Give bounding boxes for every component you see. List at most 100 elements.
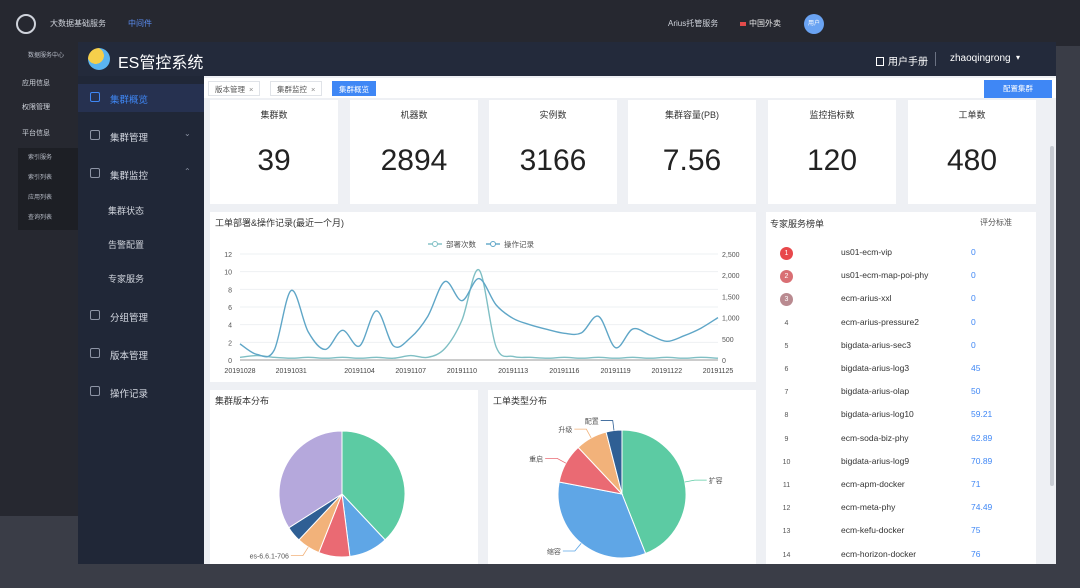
rank-row[interactable]: 12 ecm-meta-phy 74.49	[766, 499, 1036, 519]
user-manual-link[interactable]: 用户手册	[876, 53, 928, 68]
outer-side-sub[interactable]: 查询列表	[28, 215, 53, 221]
rank-row[interactable]: 5 bigdata-arius-sec3 0	[766, 337, 1036, 357]
pie-label-line	[545, 457, 567, 464]
y-right-tick-label: 1,000	[722, 316, 740, 323]
close-icon[interactable]: ×	[249, 85, 254, 94]
medal-icon: 2	[780, 270, 793, 284]
sidebar-item-records[interactable]: 操作记录	[78, 378, 204, 406]
x-tick-label: 20191028	[224, 368, 255, 375]
sidebar-subitem-expert[interactable]: 专家服务	[108, 274, 145, 284]
stat-value: 2894	[380, 144, 448, 177]
app-header: ES管控系统 用户手册 zhaoqingrong ▾	[78, 42, 1056, 76]
x-tick-label: 20191104	[344, 368, 375, 375]
order-type-pie-panel: 工单类型分布 扩容 缩容 重启 升级 配置	[488, 390, 756, 564]
score-standard-link[interactable]: 评分标准	[980, 218, 1012, 227]
sidebar-item-version[interactable]: 版本管理	[78, 340, 204, 368]
rank-cluster-name: ecm-apm-docker	[841, 479, 905, 489]
rank-cluster-name: ecm-soda-biz-phy	[841, 432, 909, 443]
outer-side-item[interactable]: 权限管理	[22, 104, 50, 111]
rank-row[interactable]: 2 us01-ecm-map-poi-phy 0	[766, 267, 1036, 287]
tab-version[interactable]: 版本管理 ×	[208, 81, 261, 96]
outer-app-title[interactable]: 大数据基础服务	[50, 19, 106, 28]
rank-number: 13	[782, 528, 791, 536]
rank-number: 8	[784, 412, 789, 420]
rank-row[interactable]: 14 ecm-horizon-docker 76	[766, 546, 1036, 566]
tab-label: 版本管理	[215, 85, 245, 94]
rank-score: 0	[971, 270, 976, 281]
stat-card-metrics: 监控指标数 120	[768, 100, 896, 204]
outer-logo-icon	[16, 14, 36, 34]
header-divider	[935, 52, 936, 66]
sidebar-item-group[interactable]: 分组管理	[78, 302, 204, 330]
rank-cluster-name: ecm-meta-phy	[841, 502, 896, 513]
tab-label: 集群概览	[339, 85, 369, 94]
pie-label-line	[562, 543, 582, 552]
version-pie-chart: es-6.6.1-706	[250, 430, 406, 561]
x-tick-label: 20191113	[498, 368, 528, 375]
sidebar-item-cluster-manage[interactable]: 集群管理 ⌄	[78, 122, 204, 150]
medal-icon: 3	[780, 293, 793, 307]
pie-label: es-6.6.1-706	[250, 554, 289, 561]
configure-cluster-button[interactable]: 配置集群	[984, 80, 1052, 98]
rank-score: 76	[971, 548, 981, 559]
rank-row[interactable]: 13 ecm-kefu-docker 75	[766, 522, 1036, 542]
rank-score: 0	[971, 293, 976, 304]
pie-slice	[341, 430, 406, 541]
line-chart-title: 工单部署&操作记录(最近一个月)	[215, 218, 344, 228]
rank-cluster-name: bigdata-arius-log9	[841, 455, 910, 466]
outer-tab[interactable]: 中间件	[128, 19, 152, 28]
rank-row[interactable]: 11 ecm-apm-docker 71	[766, 476, 1036, 496]
rank-row[interactable]: 7 bigdata-arius-olap 50	[766, 383, 1036, 403]
rank-number: 7	[784, 389, 789, 397]
rank-score: 45	[971, 363, 981, 373]
tab-label: 集群监控	[277, 85, 307, 94]
rank-number: 9	[784, 435, 789, 443]
rank-row[interactable]: 1 us01-ecm-vip 0	[766, 244, 1036, 264]
outer-side-sub[interactable]: 索引列表	[28, 175, 53, 181]
stat-label: 实例数	[539, 110, 567, 120]
y-right-tick-label: 500	[722, 337, 734, 344]
rank-row[interactable]: 10 bigdata-arius-log9 70.89	[766, 453, 1036, 473]
y-left-tick-label: 8	[228, 287, 232, 294]
rank-score: 50	[971, 386, 981, 397]
pie-label: 缩容	[547, 547, 561, 556]
rank-row[interactable]: 4 ecm-arius-pressure2 0	[766, 314, 1036, 334]
outer-side-sub[interactable]: 索引服务	[28, 155, 53, 161]
username[interactable]: zhaoqingrong	[950, 53, 1011, 64]
stat-label: 监控指标数	[809, 110, 855, 120]
outer-user-menu[interactable]: Arius托管服务	[668, 19, 719, 28]
y-right-tick-label: 2,500	[722, 252, 740, 259]
pie-label: 扩容	[709, 476, 723, 485]
rank-row[interactable]: 8 bigdata-arius-log10 59.21	[766, 406, 1036, 426]
content-scrollbar[interactable]	[1050, 146, 1054, 486]
outer-side-sub[interactable]: 应用列表	[28, 195, 53, 201]
sidebar-item-label: 操作记录	[110, 389, 149, 400]
outer-side-item[interactable]: 平台信息	[22, 130, 50, 137]
outer-avatar[interactable]: 用户	[804, 14, 824, 34]
sidebar-subitem-status[interactable]: 集群状态	[108, 206, 145, 216]
sidebar-item-label: 集群管理	[110, 133, 149, 144]
outer-topbar: 大数据基础服务 中间件 Arius托管服务 中国外卖 用户	[0, 0, 1080, 46]
outer-side-item[interactable]: 应用信息	[22, 80, 50, 87]
order-type-pie-title: 工单类型分布	[493, 396, 548, 406]
pie-label: 升级	[558, 425, 572, 434]
caret-down-icon[interactable]: ▾	[1016, 53, 1021, 62]
tab-overview[interactable]: 集群概览	[332, 81, 376, 96]
series-line	[239, 269, 719, 359]
rank-row[interactable]: 3 ecm-arius-xxl 0	[766, 290, 1036, 310]
outer-lang-menu[interactable]: 中国外卖	[740, 18, 781, 29]
sidebar-item-cluster-monitor[interactable]: 集群监控 ⌃	[78, 160, 204, 188]
rank-row[interactable]: 9 ecm-soda-biz-phy 62.89	[766, 430, 1036, 450]
stat-card-capacity: 集群容量(PB) 7.56	[628, 100, 756, 204]
sidebar-item-overview[interactable]: 集群概览	[78, 84, 204, 112]
tab-monitor[interactable]: 集群监控 ×	[270, 81, 323, 96]
rank-score: 74.49	[971, 502, 993, 513]
x-tick-label: 20191119	[601, 368, 631, 375]
rank-cluster-name: us01-ecm-vip	[841, 247, 893, 257]
sidebar-subitem-alarm[interactable]: 告警配置	[108, 240, 145, 250]
close-icon[interactable]: ×	[311, 85, 316, 94]
sidebar-item-label: 版本管理	[110, 351, 149, 362]
rank-cluster-name: bigdata-arius-log3	[841, 363, 910, 373]
pie-slice	[605, 429, 623, 495]
rank-row[interactable]: 6 bigdata-arius-log3 45	[766, 360, 1036, 380]
